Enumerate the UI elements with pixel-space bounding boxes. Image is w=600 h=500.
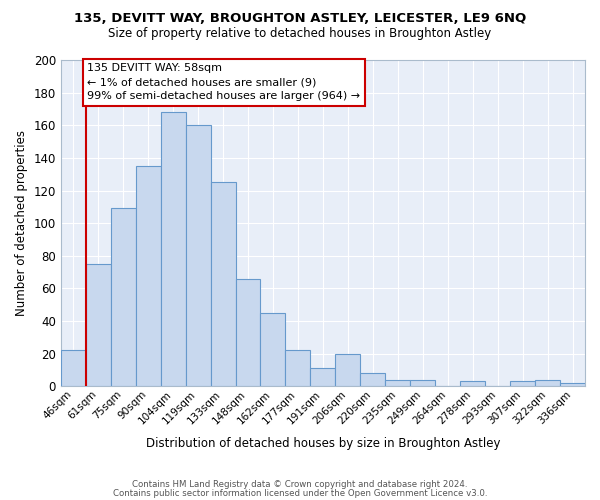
Bar: [286, 350, 310, 386]
Bar: [185, 126, 211, 386]
Bar: [61, 350, 86, 386]
Text: Size of property relative to detached houses in Broughton Astley: Size of property relative to detached ho…: [109, 28, 491, 40]
Bar: [385, 380, 410, 386]
Bar: [361, 373, 385, 386]
Bar: [460, 382, 485, 386]
Bar: [560, 383, 585, 386]
Bar: [111, 208, 136, 386]
X-axis label: Distribution of detached houses by size in Broughton Astley: Distribution of detached houses by size …: [146, 437, 500, 450]
Bar: [335, 354, 361, 386]
Bar: [86, 264, 111, 386]
Bar: [161, 112, 185, 386]
Text: Contains HM Land Registry data © Crown copyright and database right 2024.: Contains HM Land Registry data © Crown c…: [132, 480, 468, 489]
Bar: [236, 278, 260, 386]
Bar: [260, 313, 286, 386]
Text: 135 DEVITT WAY: 58sqm
← 1% of detached houses are smaller (9)
99% of semi-detach: 135 DEVITT WAY: 58sqm ← 1% of detached h…: [87, 64, 360, 102]
Y-axis label: Number of detached properties: Number of detached properties: [15, 130, 28, 316]
Text: 135, DEVITT WAY, BROUGHTON ASTLEY, LEICESTER, LE9 6NQ: 135, DEVITT WAY, BROUGHTON ASTLEY, LEICE…: [74, 12, 526, 26]
Bar: [136, 166, 161, 386]
Bar: [211, 182, 236, 386]
Bar: [410, 380, 435, 386]
Bar: [310, 368, 335, 386]
Text: Contains public sector information licensed under the Open Government Licence v3: Contains public sector information licen…: [113, 489, 487, 498]
Bar: [535, 380, 560, 386]
Bar: [510, 382, 535, 386]
